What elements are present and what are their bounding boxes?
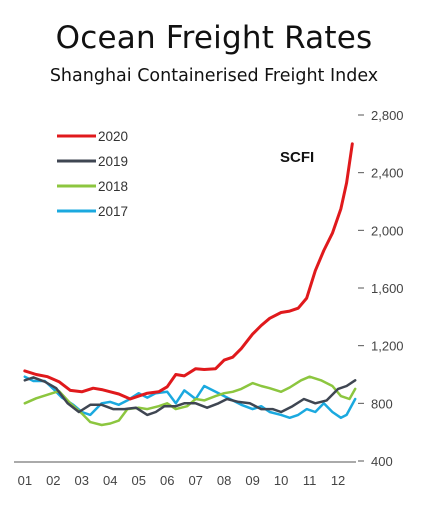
series-line-2018	[23, 375, 357, 427]
series-line-2017	[23, 375, 357, 420]
legend-label-2020: 2020	[98, 129, 128, 144]
x-tick-label: 06	[160, 473, 174, 488]
y-tick-label: 1,600	[371, 281, 404, 296]
series-lines	[23, 142, 357, 427]
chart-subtitle: Shanghai Containerised Freight Index	[49, 66, 379, 86]
legend-label-2019: 2019	[98, 154, 128, 169]
y-tick-label: 2,000	[371, 223, 404, 238]
x-axis: 01 02 03 04 05 06 07 08 09 10 11 12	[14, 461, 356, 488]
x-tick-label: 03	[75, 473, 89, 488]
x-tick-label: 12	[331, 473, 345, 488]
x-tick-label: 11	[303, 473, 317, 488]
chart-title: Ocean Freight Rates	[55, 20, 373, 56]
legend-label-2018: 2018	[98, 179, 128, 194]
series-line-2019	[23, 376, 357, 417]
x-tick-label: 07	[188, 473, 202, 488]
y-tick-label: 2,800	[371, 108, 404, 123]
x-tick-label: 10	[274, 473, 288, 488]
legend: 2020 2019 2018 2017	[57, 129, 128, 219]
x-tick-label: 04	[103, 473, 117, 488]
x-tick-label: 02	[46, 473, 60, 488]
x-tick-label: 08	[217, 473, 231, 488]
legend-label-2017: 2017	[98, 204, 128, 219]
y-tick-label: 1,200	[371, 339, 404, 354]
y-tick-label: 2,400	[371, 166, 404, 181]
y-tick-label: 800	[371, 396, 393, 411]
scfi-annotation: SCFI	[280, 149, 314, 166]
series-line-2020	[23, 142, 354, 401]
x-tick-label: 09	[245, 473, 259, 488]
y-tick-label: 400	[371, 454, 393, 469]
x-tick-label: 01	[18, 473, 32, 488]
y-axis: 400 800 1,200 1,600 2,000 2,400 2,800	[358, 108, 404, 469]
x-tick-label: 05	[132, 473, 146, 488]
